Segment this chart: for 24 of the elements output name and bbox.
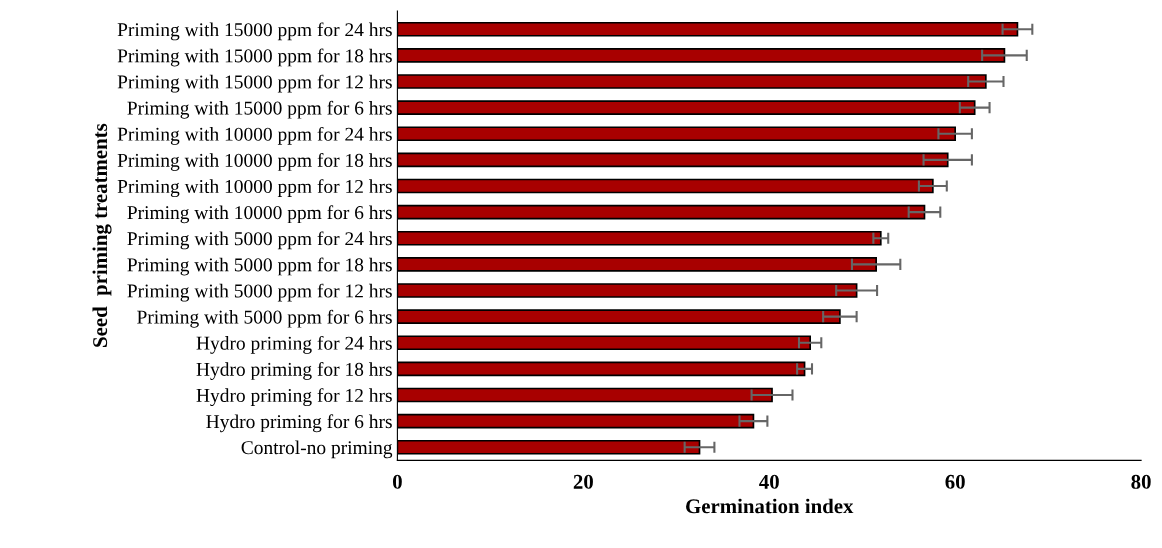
y-tick-label: Priming with 5000 ppm for 12 hrs — [127, 283, 392, 302]
y-tick-label: Hydro priming for 24 hrs — [196, 335, 392, 354]
x-tick-label: 80 — [1131, 474, 1151, 489]
x-tick-label: 0 — [392, 474, 402, 489]
y-tick-label: Priming with 15000 ppm for 6 hrs — [127, 100, 392, 119]
y-tick-label: Hydro priming for 12 hrs — [196, 388, 392, 407]
x-tick-label: 20 — [573, 474, 593, 489]
y-tick-label: Priming with 10000 ppm for 18 hrs — [117, 153, 392, 171]
y-tick-label: Priming with 5000 ppm for 18 hrs — [127, 257, 392, 276]
y-tick-label: Hydro priming for 6 hrs — [206, 414, 392, 433]
y-tick-label: Priming with 15000 ppm for 12 hrs — [117, 74, 392, 93]
x-axis-title: Germination index — [686, 498, 854, 514]
y-tick-label: Priming with 10000 ppm for 6 hrs — [127, 205, 392, 224]
y-tick-label: Hydro priming for 18 hrs — [196, 362, 392, 380]
x-tick-label: 40 — [759, 474, 779, 489]
y-tick-label: Priming with 5000 ppm for 24 hrs — [127, 231, 392, 250]
y-tick-label: Control-no priming — [241, 440, 393, 459]
x-tick-label: 60 — [945, 474, 965, 489]
y-axis-title: Seed priming treatments — [92, 123, 112, 347]
y-tick-label: Priming with 10000 ppm for 12 hrs — [117, 179, 392, 198]
y-tick-label: Priming with 5000 ppm for 6 hrs — [137, 309, 392, 328]
y-tick-label: Priming with 10000 ppm for 24 hrs — [117, 126, 392, 145]
y-tick-label: Priming with 15000 ppm for 18 hrs — [117, 48, 392, 67]
y-tick-label: Priming with 15000 ppm for 24 hrs — [117, 22, 392, 41]
